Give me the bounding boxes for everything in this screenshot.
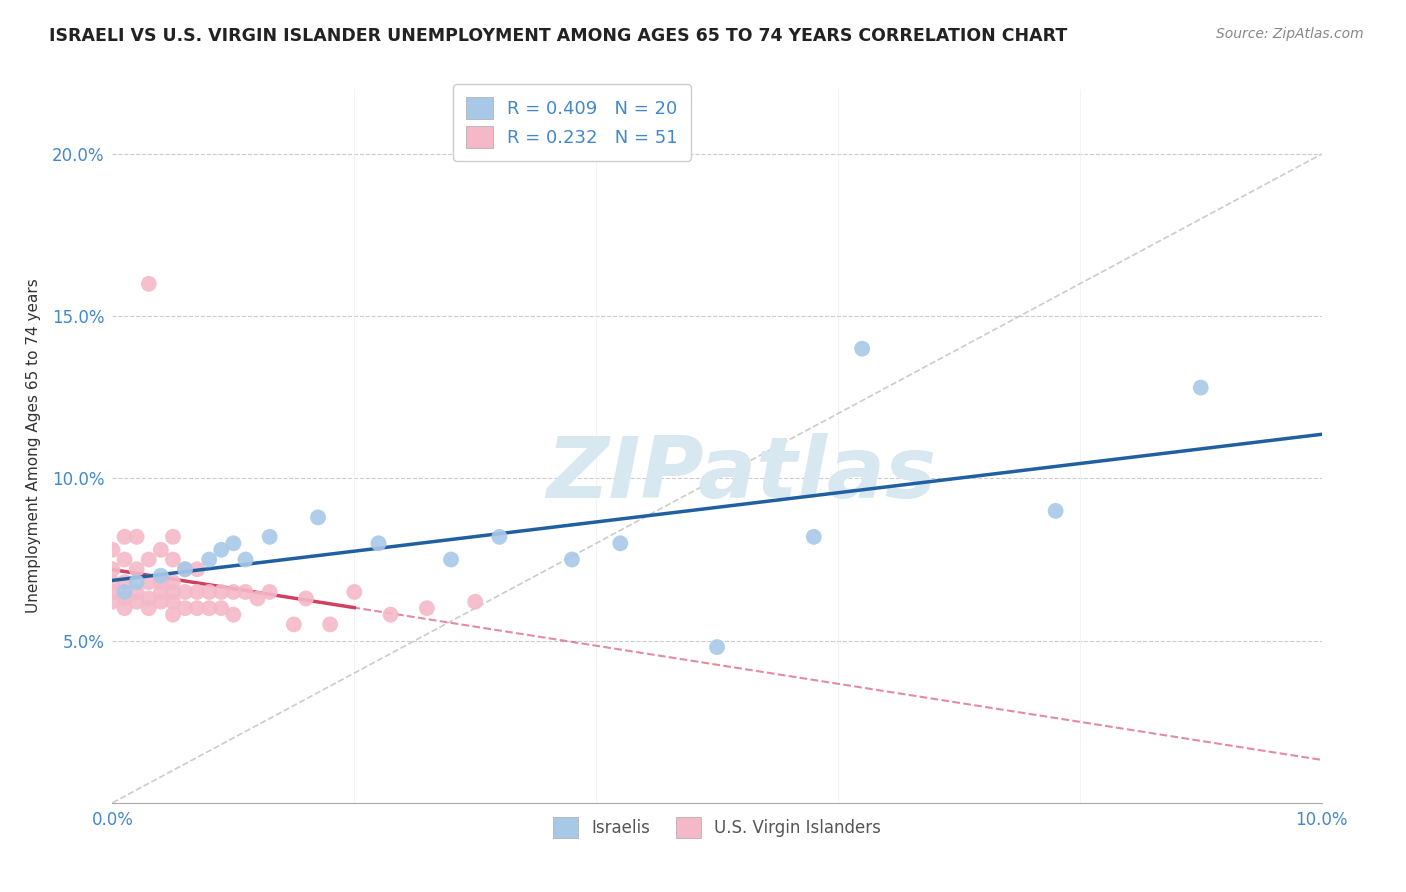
Point — [343, 585, 366, 599]
Point — [149, 585, 172, 599]
Point — [416, 601, 439, 615]
Text: Source: ZipAtlas.com: Source: ZipAtlas.com — [1216, 27, 1364, 41]
Point — [125, 575, 148, 590]
Point — [101, 595, 124, 609]
Point — [307, 510, 329, 524]
Point — [114, 552, 136, 566]
Point — [162, 575, 184, 590]
Point — [125, 562, 148, 576]
Y-axis label: Unemployment Among Ages 65 to 74 years: Unemployment Among Ages 65 to 74 years — [25, 278, 41, 614]
Point — [162, 595, 184, 609]
Point — [149, 595, 172, 609]
Point — [125, 585, 148, 599]
Point — [138, 591, 160, 606]
Point — [198, 601, 221, 615]
Point — [246, 591, 269, 606]
Point — [1045, 504, 1067, 518]
Point — [149, 542, 172, 557]
Point — [114, 601, 136, 615]
Point — [101, 562, 124, 576]
Point — [138, 552, 160, 566]
Point — [222, 536, 245, 550]
Point — [235, 552, 257, 566]
Point — [162, 585, 184, 599]
Point — [259, 530, 281, 544]
Point — [114, 591, 136, 606]
Point — [367, 536, 389, 550]
Point — [222, 607, 245, 622]
Text: ISRAELI VS U.S. VIRGIN ISLANDER UNEMPLOYMENT AMONG AGES 65 TO 74 YEARS CORRELATI: ISRAELI VS U.S. VIRGIN ISLANDER UNEMPLOY… — [49, 27, 1067, 45]
Point — [162, 607, 184, 622]
Point — [198, 585, 221, 599]
Point — [209, 585, 232, 599]
Point — [851, 342, 873, 356]
Point — [319, 617, 342, 632]
Point — [440, 552, 463, 566]
Point — [209, 542, 232, 557]
Point — [464, 595, 486, 609]
Point — [174, 601, 197, 615]
Point — [162, 552, 184, 566]
Point — [125, 595, 148, 609]
Point — [125, 530, 148, 544]
Point — [198, 552, 221, 566]
Point — [114, 575, 136, 590]
Point — [174, 562, 197, 576]
Point — [186, 601, 208, 615]
Point — [222, 585, 245, 599]
Point — [706, 640, 728, 654]
Point — [235, 585, 257, 599]
Point — [561, 552, 583, 566]
Point — [162, 530, 184, 544]
Point — [803, 530, 825, 544]
Point — [138, 601, 160, 615]
Point — [101, 585, 124, 599]
Point — [209, 601, 232, 615]
Point — [283, 617, 305, 632]
Point — [488, 530, 510, 544]
Point — [101, 575, 124, 590]
Point — [259, 585, 281, 599]
Point — [114, 530, 136, 544]
Legend: Israelis, U.S. Virgin Islanders: Israelis, U.S. Virgin Islanders — [547, 811, 887, 845]
Point — [609, 536, 631, 550]
Point — [101, 542, 124, 557]
Text: ZIPatlas: ZIPatlas — [546, 433, 936, 516]
Point — [149, 568, 172, 582]
Point — [295, 591, 318, 606]
Point — [138, 277, 160, 291]
Point — [174, 562, 197, 576]
Point — [1189, 381, 1212, 395]
Point — [114, 585, 136, 599]
Point — [186, 562, 208, 576]
Point — [138, 575, 160, 590]
Point — [186, 585, 208, 599]
Point — [149, 575, 172, 590]
Point — [174, 585, 197, 599]
Point — [380, 607, 402, 622]
